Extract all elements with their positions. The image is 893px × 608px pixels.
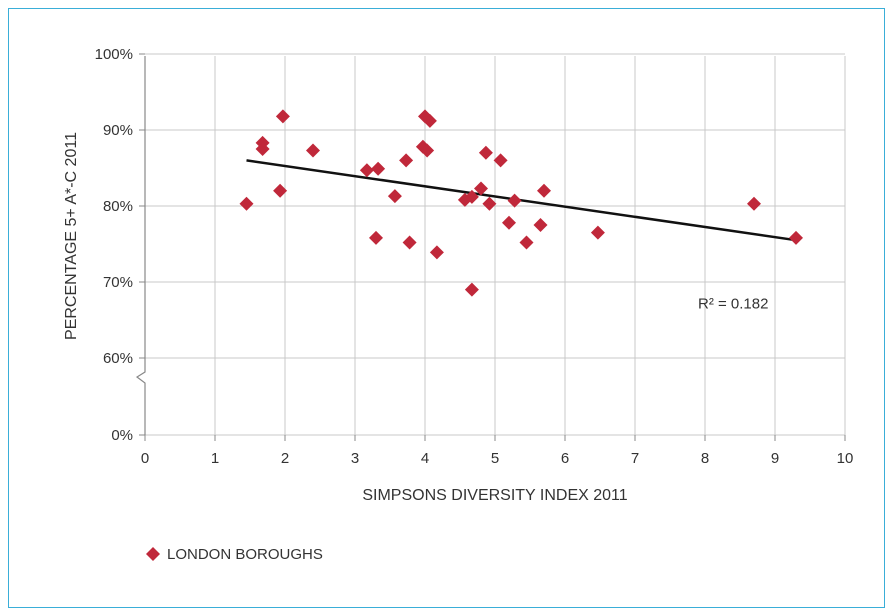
data-point (474, 181, 488, 196)
data-point (429, 245, 444, 260)
y-tick-label: 0% (111, 427, 133, 444)
data-point (420, 143, 435, 158)
x-tick-label: 8 (701, 450, 709, 467)
y-tick-label: 60% (103, 350, 133, 367)
data-point (402, 235, 417, 250)
x-tick-label: 1 (211, 450, 219, 467)
data-point (359, 163, 374, 178)
data-point (507, 193, 522, 208)
y-tick-label: 80% (103, 198, 133, 215)
data-point (590, 225, 605, 240)
data-point (239, 196, 254, 211)
data-point (399, 153, 414, 168)
y-axis-title: PERCENTAGE 5+ A*-C 2011 (63, 132, 80, 340)
x-tick-label: 10 (837, 450, 854, 467)
y-tick-label: 100% (95, 46, 133, 63)
data-point (275, 109, 290, 124)
data-point (273, 183, 288, 198)
data-point (493, 153, 508, 168)
data-point (464, 189, 479, 204)
r-squared-annotation: R² = 0.182 (698, 296, 768, 313)
x-tick-label: 5 (491, 450, 499, 467)
x-axis-title: SIMPSONS DIVERSITY INDEX 2011 (362, 487, 627, 504)
data-point (387, 189, 402, 204)
data-point (519, 235, 534, 250)
x-tick-label: 6 (561, 450, 569, 467)
y-tick-label: 90% (103, 122, 133, 139)
x-tick-label: 3 (351, 450, 359, 467)
legend-marker-diamond-icon (146, 547, 160, 561)
y-axis-line-with-break (135, 56, 146, 435)
data-point (747, 196, 761, 211)
legend: LONDON BOROUGHS (146, 546, 323, 563)
data-point (371, 161, 386, 176)
legend-label: LONDON BOROUGHS (167, 546, 323, 563)
x-tick-label: 0 (141, 450, 149, 467)
x-tick-label: 7 (631, 450, 639, 467)
data-point (478, 145, 493, 160)
data-point (533, 218, 548, 232)
y-tick-label: 70% (103, 274, 133, 291)
data-point (306, 143, 320, 158)
data-point (369, 230, 383, 245)
grid-lines (145, 53, 846, 436)
data-point (482, 196, 497, 211)
x-tick-labels: 0 1 2 3 4 5 6 7 8 9 10 (141, 450, 854, 467)
x-tick-label: 2 (281, 450, 289, 467)
data-point (422, 113, 437, 128)
trendline (246, 159, 797, 242)
data-point (502, 215, 516, 230)
data-point (464, 282, 479, 297)
data-point (255, 142, 270, 156)
x-tick-label: 4 (421, 450, 429, 467)
data-point (789, 230, 803, 245)
axes (135, 53, 846, 441)
data-point (537, 183, 551, 198)
y-tick-labels: 0% 60% 70% 80% 90% 100% (95, 46, 133, 444)
data-points (239, 109, 803, 297)
x-tick-label: 9 (771, 450, 779, 467)
